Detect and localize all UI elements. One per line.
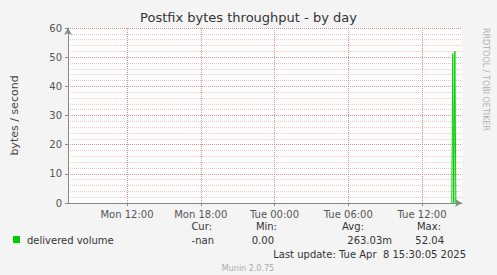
svg-text:RRDTOOL / TOBI OETIKER: RRDTOOL / TOBI OETIKER — [481, 28, 490, 131]
svg-text:0.00: 0.00 — [252, 235, 274, 246]
svg-text:Min:: Min: — [256, 221, 277, 232]
svg-text:10: 10 — [49, 168, 62, 179]
svg-text:Avg:: Avg: — [342, 221, 364, 232]
svg-text:Cur:: Cur: — [191, 221, 212, 232]
svg-text:Max:: Max: — [417, 221, 441, 232]
svg-text:Last update: Tue Apr 8 15:30:: Last update: Tue Apr 8 15:30:05 2025 — [273, 249, 466, 260]
svg-text:Tue 00:00: Tue 00:00 — [249, 209, 299, 220]
svg-text:52.04: 52.04 — [415, 235, 444, 246]
svg-text:Postfix bytes throughput - by: Postfix bytes throughput - by day — [140, 10, 357, 25]
svg-text:50: 50 — [49, 52, 62, 63]
svg-text:bytes / second: bytes / second — [8, 75, 21, 155]
svg-text:Tue 12:00: Tue 12:00 — [397, 209, 447, 220]
svg-text:-nan: -nan — [192, 235, 214, 246]
svg-text:60: 60 — [49, 23, 62, 34]
svg-text:30: 30 — [49, 110, 62, 121]
svg-text:40: 40 — [49, 81, 62, 92]
svg-text:20: 20 — [49, 139, 62, 150]
svg-text:263.03m: 263.03m — [347, 235, 392, 246]
svg-text:delivered volume: delivered volume — [27, 235, 114, 246]
svg-text:Munin 2.0.75: Munin 2.0.75 — [222, 264, 274, 273]
svg-text:Tue 06:00: Tue 06:00 — [323, 209, 373, 220]
svg-text:Mon 18:00: Mon 18:00 — [174, 209, 227, 220]
svg-text:Mon 12:00: Mon 12:00 — [100, 209, 153, 220]
svg-text:0: 0 — [56, 198, 62, 209]
